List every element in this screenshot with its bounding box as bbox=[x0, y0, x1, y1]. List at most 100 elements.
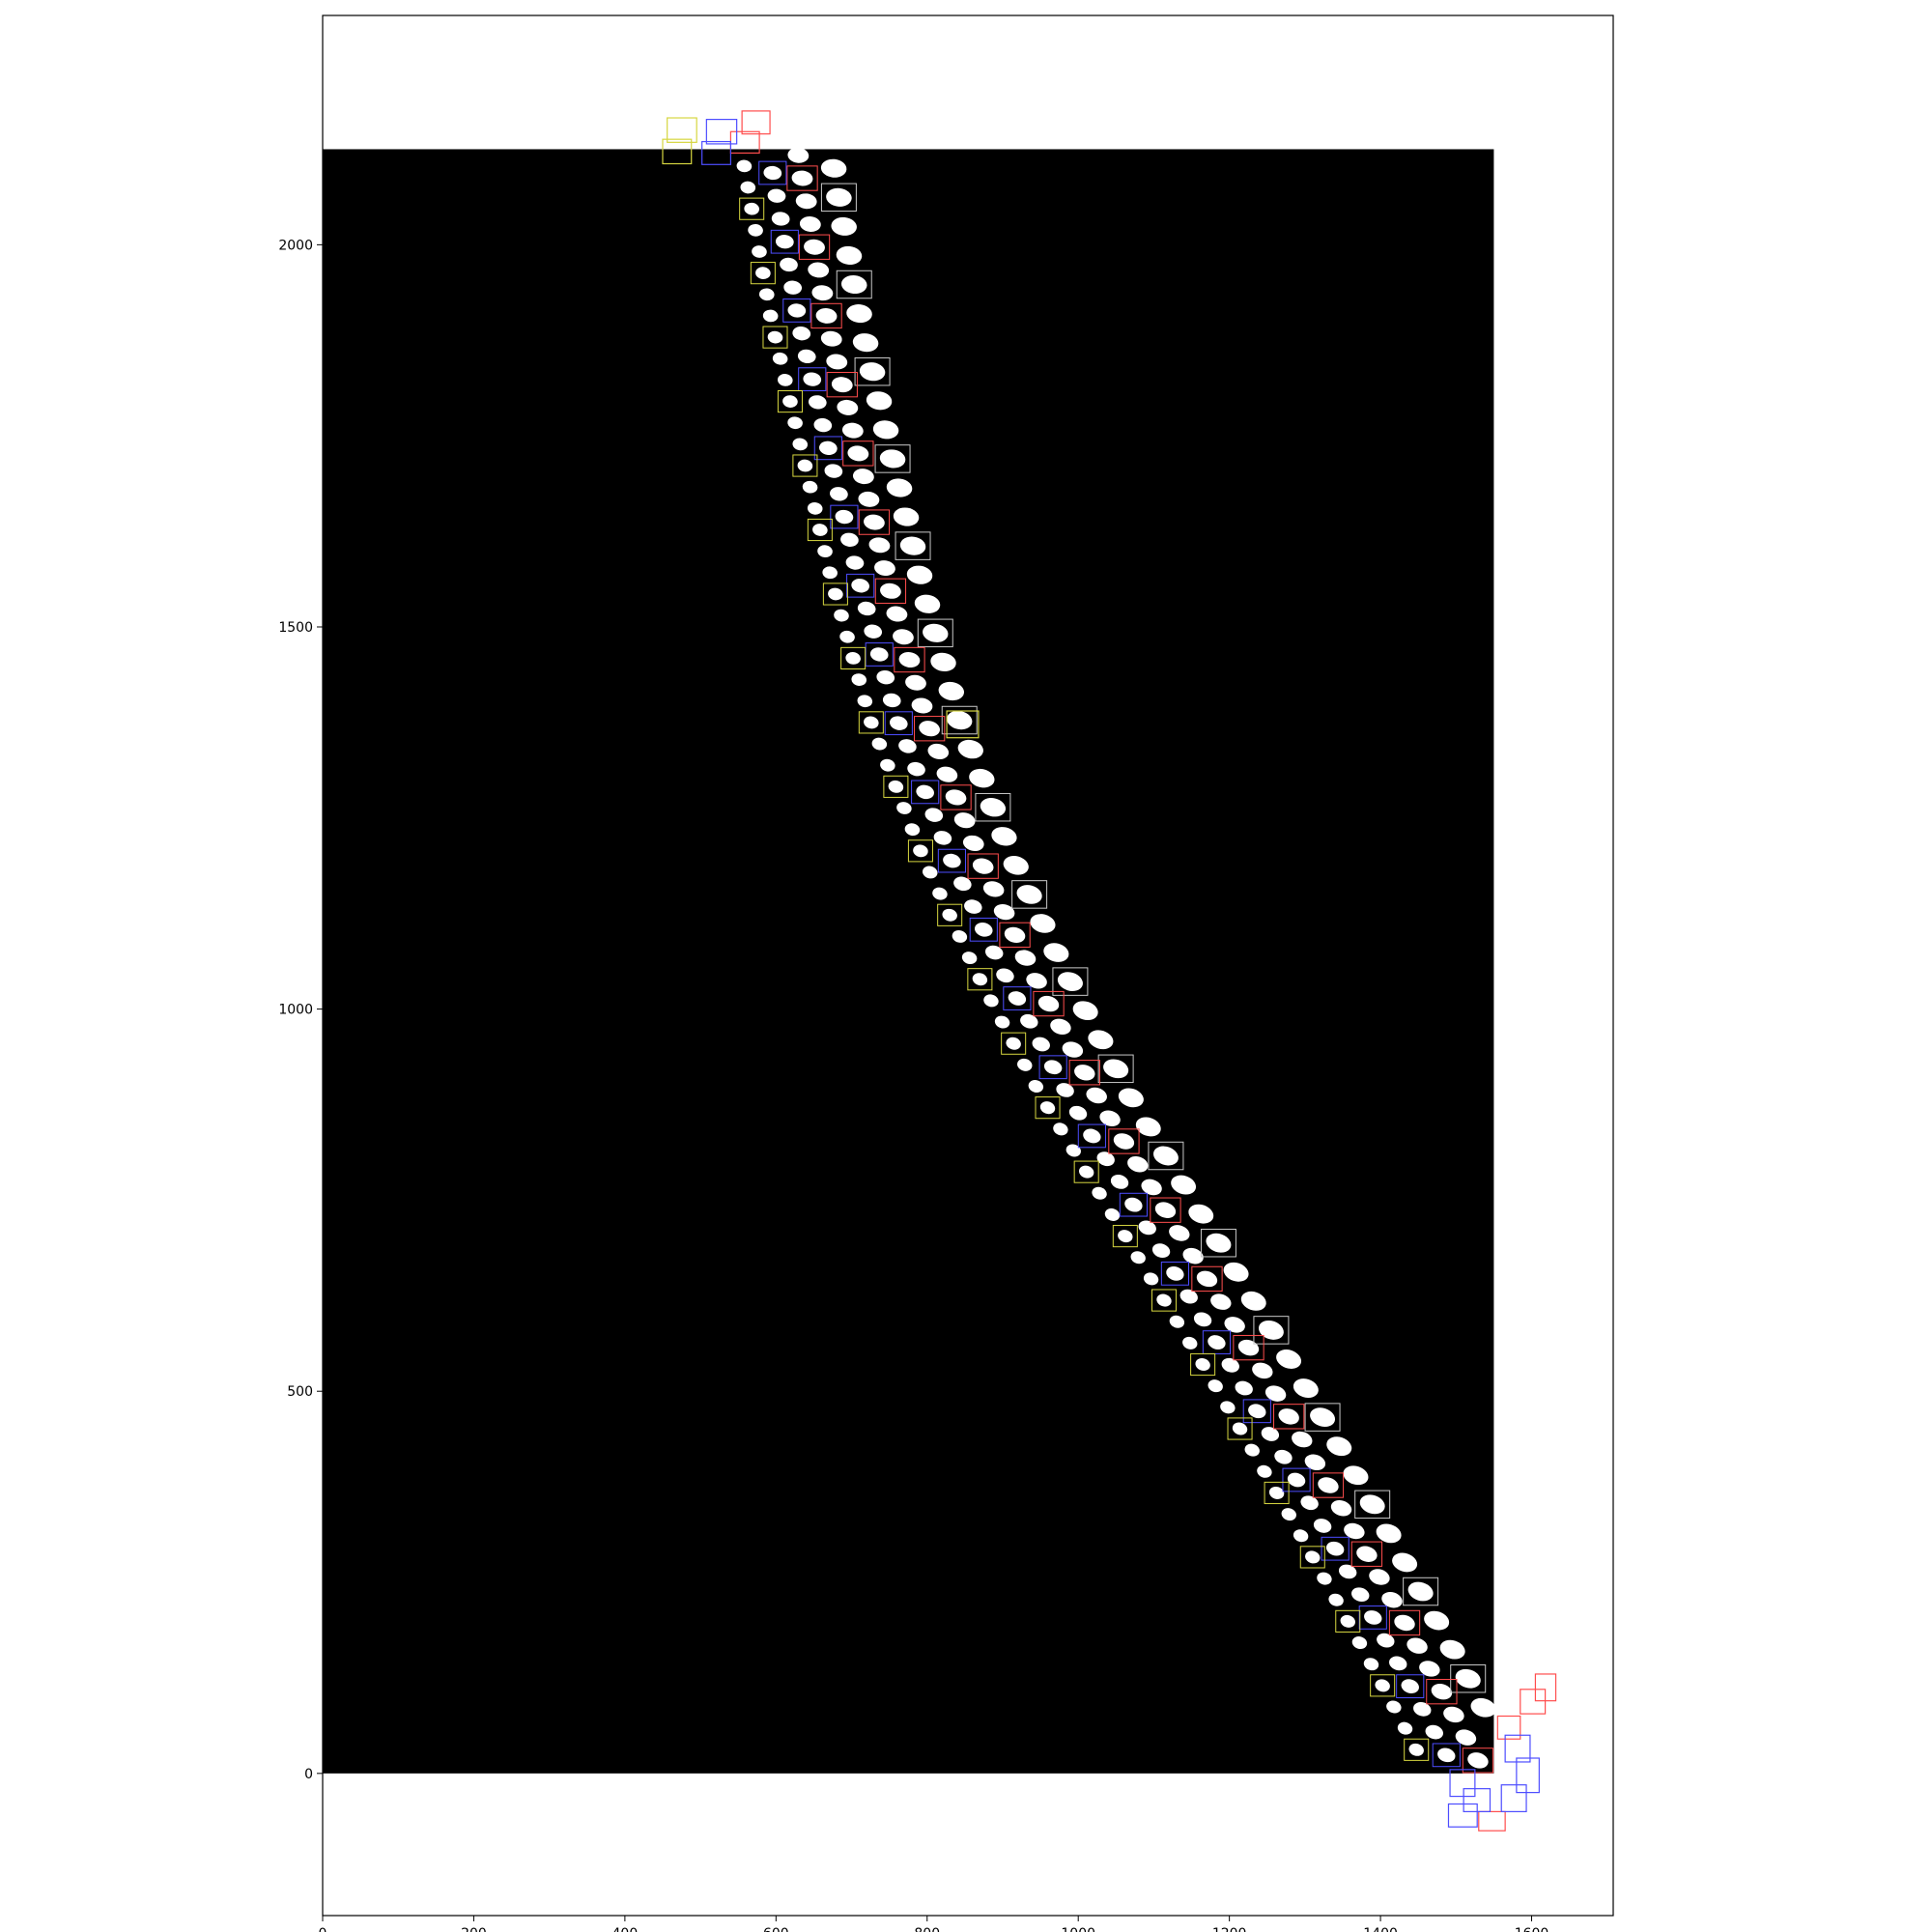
red-row-cell bbox=[927, 743, 950, 760]
outer-row-cell bbox=[1258, 1320, 1284, 1340]
stray-box bbox=[1534, 1673, 1557, 1702]
yellow-row-cell bbox=[782, 395, 798, 408]
blue-row-box bbox=[1160, 1261, 1189, 1286]
yellow-row-cell bbox=[871, 737, 888, 751]
red-row-cell bbox=[1431, 1683, 1453, 1700]
blue-row-box bbox=[1038, 1055, 1067, 1080]
red-row-cell bbox=[898, 652, 921, 668]
red-row-cell bbox=[787, 147, 810, 163]
outer-row-cell bbox=[1310, 1407, 1336, 1428]
red-row-cell bbox=[791, 170, 813, 186]
blue-row-cell bbox=[808, 395, 827, 410]
yellow-row-cell bbox=[1092, 1186, 1107, 1200]
outer-row-cell bbox=[893, 507, 920, 526]
blue-row-box bbox=[1202, 1330, 1232, 1354]
blue-row-cell bbox=[1151, 1243, 1171, 1259]
blue-row-cell bbox=[1179, 1289, 1198, 1304]
blue-row-box bbox=[937, 848, 966, 873]
yellow-row-cell bbox=[1232, 1422, 1248, 1435]
yellow-row-box bbox=[777, 389, 803, 413]
yellow-row-cell bbox=[913, 844, 928, 858]
outer-row-box bbox=[820, 183, 857, 213]
red-row-cell bbox=[1074, 1065, 1095, 1081]
red-row-cell bbox=[893, 629, 914, 645]
yellow-row-cell bbox=[1317, 1572, 1332, 1585]
blue-row-box bbox=[798, 367, 827, 391]
yellow-row-cell bbox=[807, 501, 823, 515]
red-row-cell bbox=[1278, 1408, 1299, 1425]
blue-row-cell bbox=[767, 188, 786, 203]
x-tick-label: 400 bbox=[612, 1926, 639, 1932]
yellow-row-box bbox=[907, 839, 933, 863]
red-row-cell bbox=[874, 560, 895, 577]
yellow-row-box bbox=[1035, 1096, 1061, 1120]
blue-row-cell bbox=[818, 440, 838, 456]
yellow-row-cell bbox=[845, 652, 861, 665]
yellow-row-cell bbox=[952, 929, 968, 943]
yellow-row-cell bbox=[972, 973, 988, 986]
stray-box bbox=[705, 119, 738, 145]
outer-row-box bbox=[874, 444, 911, 473]
blue-row-cell bbox=[1032, 1037, 1050, 1052]
red-row-cell bbox=[1113, 1133, 1135, 1150]
yellow-row-cell bbox=[1328, 1593, 1344, 1606]
red-row-cell bbox=[962, 835, 984, 851]
red-row-cell bbox=[820, 330, 842, 347]
yellow-row-box bbox=[1001, 1032, 1027, 1055]
red-row-cell bbox=[1224, 1317, 1245, 1333]
red-row-cell bbox=[886, 606, 908, 622]
blue-row-cell bbox=[953, 876, 972, 892]
red-row-cell bbox=[1127, 1155, 1149, 1173]
yellow-row-cell bbox=[1281, 1508, 1296, 1521]
yellow-row-cell bbox=[1257, 1464, 1272, 1478]
outer-row-cell bbox=[1455, 1668, 1481, 1689]
outer-row-cell bbox=[1439, 1639, 1465, 1660]
blue-row-cell bbox=[1193, 1312, 1212, 1327]
red-row-cell bbox=[1050, 1018, 1071, 1036]
yellow-row-cell bbox=[748, 223, 763, 237]
outer-row-cell bbox=[879, 449, 906, 469]
red-row-cell bbox=[1037, 995, 1060, 1012]
red-row-cell bbox=[808, 262, 830, 278]
yellow-row-box bbox=[967, 968, 993, 991]
yellow-row-cell bbox=[1078, 1165, 1094, 1179]
yellow-row-box bbox=[1112, 1225, 1138, 1248]
red-row-box bbox=[1273, 1404, 1305, 1430]
stray-box bbox=[701, 140, 731, 165]
outer-row-cell bbox=[1171, 1175, 1197, 1195]
outer-row-cell bbox=[1407, 1581, 1434, 1602]
outer-row-cell bbox=[1003, 856, 1029, 875]
yellow-row-box bbox=[1335, 1609, 1361, 1633]
yellow-row-cell bbox=[744, 202, 759, 215]
blue-row-box bbox=[1396, 1674, 1425, 1698]
yellow-row-cell bbox=[758, 288, 775, 301]
yellow-row-cell bbox=[896, 802, 912, 814]
blue-row-cell bbox=[1083, 1128, 1101, 1144]
outer-row-cell bbox=[1276, 1350, 1302, 1369]
boxes-layer bbox=[739, 160, 1494, 1774]
red-row-box bbox=[894, 646, 925, 673]
red-row-cell bbox=[795, 193, 817, 210]
outer-row-cell bbox=[1424, 1610, 1450, 1631]
blue-row-cell bbox=[1056, 1083, 1074, 1097]
y-axis-ticks: 0 500 1000 1500 2000 bbox=[278, 238, 323, 1782]
yellow-row-cell bbox=[817, 545, 833, 558]
blue-row-cell bbox=[824, 464, 843, 478]
blue-row-box bbox=[1242, 1399, 1271, 1424]
outer-row-cell bbox=[1470, 1697, 1496, 1718]
image-layer bbox=[323, 149, 1494, 1774]
blue-row-cell bbox=[1313, 1519, 1332, 1533]
red-row-cell bbox=[1182, 1247, 1204, 1264]
outer-row-cell bbox=[820, 158, 847, 178]
outer-row-cell bbox=[872, 420, 899, 440]
blue-row-cell bbox=[845, 555, 865, 570]
outer-row-cell bbox=[980, 798, 1007, 817]
yellow-row-box bbox=[840, 646, 867, 670]
outer-row-cell bbox=[914, 594, 941, 613]
yellow-row-cell bbox=[932, 887, 948, 900]
outer-row-cell bbox=[899, 536, 926, 555]
blue-row-box bbox=[1119, 1192, 1148, 1217]
blue-row-box bbox=[911, 780, 940, 805]
x-axis-ticks: 0 200 400 600 800 1000 1200 1400 1600 bbox=[319, 1916, 1548, 1932]
